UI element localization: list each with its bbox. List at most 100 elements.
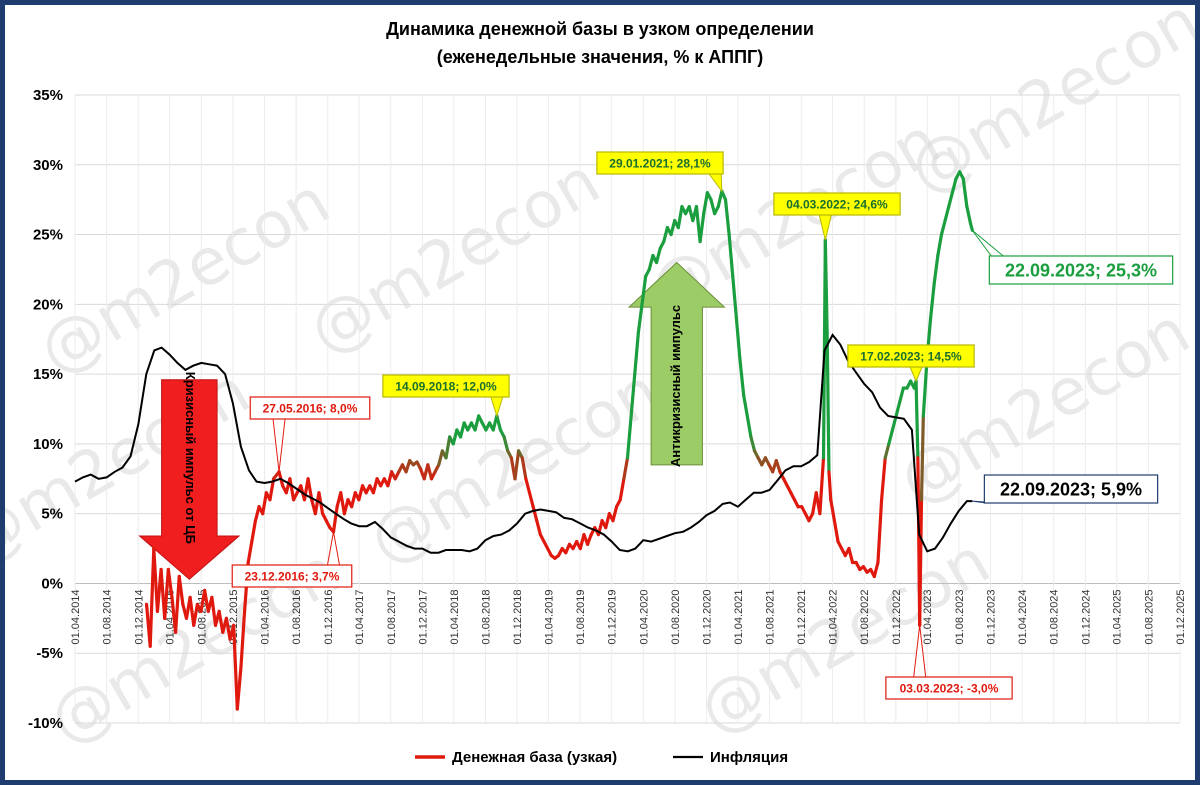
callout-pointer: [490, 396, 504, 418]
money-base-line-segment: [876, 498, 884, 565]
x-tick-label: 01.04.2014: [70, 589, 82, 644]
money-base-line-segment: [502, 435, 510, 453]
money-base-line-segment: [894, 400, 902, 418]
money-base-line-segment: [192, 602, 199, 627]
callout-box: [596, 151, 724, 175]
x-tick-label: 01.12.2014: [133, 589, 145, 644]
x-tick-label: 01.04.2025: [1112, 589, 1124, 644]
watermark-text: @m2econ: [27, 164, 342, 389]
money-base-line-segment: [426, 463, 434, 481]
money-base-line-segment: [513, 449, 521, 481]
data-callout: 22.09.2023; 25,3%: [971, 229, 1174, 285]
money-base-line-segment: [173, 574, 181, 634]
x-tick-label: 01.12.2024: [1080, 589, 1092, 644]
money-base-line-segment: [166, 567, 174, 600]
money-base-line-segment: [288, 477, 296, 502]
money-base-line-segment: [163, 567, 170, 620]
x-tick-label: 01.04.2023: [922, 589, 934, 644]
x-tick-label: 01.08.2023: [954, 589, 966, 644]
money-base-line-segment: [210, 595, 218, 627]
y-tick-label: 20%: [33, 296, 63, 313]
money-base-line-segment: [527, 491, 535, 509]
x-tick-label: 01.12.2018: [512, 589, 524, 644]
callout-box: [847, 344, 975, 368]
x-tick-label: 01.08.2024: [1049, 589, 1061, 644]
money-base-line-segment: [898, 386, 905, 404]
callout-box: [983, 474, 1159, 504]
x-tick-label: 01.08.2020: [670, 589, 682, 644]
series-layer: [74, 170, 974, 711]
money-base-line-segment: [832, 519, 840, 544]
money-base-line-segment: [829, 498, 836, 523]
y-tick-label: 25%: [33, 227, 63, 244]
x-tick-label: 01.12.2017: [417, 589, 429, 644]
money-base-line-segment: [698, 212, 706, 244]
money-base-line-segment: [239, 609, 247, 669]
callout-pointer: [708, 173, 723, 193]
money-base-line-segment: [669, 219, 677, 237]
x-tick-label: 01.04.2017: [354, 589, 366, 644]
money-base-line-segment: [738, 358, 746, 397]
money-base-line-segment: [618, 477, 626, 502]
x-tick-label: 01.08.2018: [480, 589, 492, 644]
callout-label: 14.09.2018; 12,0%: [395, 379, 497, 393]
money-base-line-segment: [531, 505, 539, 523]
money-base-line-segment: [371, 477, 379, 495]
y-tick-label: 0%: [41, 575, 63, 592]
money-base-line-segment: [965, 205, 973, 225]
x-tick-label: 01.08.2017: [386, 589, 398, 644]
money-base-line-segment: [331, 505, 339, 534]
x-tick-label: 01.08.2021: [765, 589, 777, 644]
money-base-line-segment: [818, 456, 826, 516]
money-base-line-segment: [350, 491, 357, 509]
y-axis: 35% 30% 25% 20% 15% 10% 5% 0% -5% -10%: [28, 87, 63, 732]
money-base-line-segment: [640, 274, 648, 306]
x-axis: 01.04.2014 01.08.2014 01.12.2014 01.04.2015…: [70, 589, 1187, 644]
money-base-line-segment: [253, 505, 261, 523]
money-base-line-segment: [636, 302, 644, 334]
money-base-line-segment: [177, 574, 185, 606]
chart-subtitle: (еженедельные значения, % к АППГ): [437, 47, 764, 67]
money-base-line-segment: [473, 414, 481, 432]
impulse-arrows: Кризисный импульс от ЦБ Антикризисный имп…: [138, 261, 726, 580]
x-tick-label: 01.08.2025: [1143, 589, 1155, 644]
data-callout: 22.09.2023; 5,9%: [972, 474, 1159, 504]
x-tick-label: 01.12.2023: [985, 589, 997, 644]
money-base-line-segment: [943, 205, 951, 223]
callout-box: [382, 374, 510, 398]
money-base-line-segment: [235, 665, 243, 711]
money-base-line-segment: [520, 456, 528, 481]
x-tick-label: 01.12.2021: [796, 589, 808, 644]
money-base-line-segment: [654, 246, 662, 265]
x-tick-label: 01.12.2022: [891, 589, 903, 644]
x-tick-label: 01.12.2025: [1175, 589, 1187, 644]
money-base-line-segment: [524, 477, 532, 495]
money-base-line-segment: [232, 623, 239, 711]
callout-box: [249, 396, 371, 420]
money-base-line-segment: [887, 428, 895, 446]
x-tick-label: 01.04.2022: [828, 589, 840, 644]
x-tick-label: 01.08.2022: [859, 589, 871, 644]
money-base-line-segment: [495, 414, 503, 432]
legend: Денежная база (узкая) Инфляция: [415, 749, 788, 766]
money-base-line-segment: [535, 519, 542, 537]
data-callout: 14.09.2018; 12,0%: [382, 374, 510, 418]
chart-title: Динамика денежной базы в узком определен…: [386, 19, 814, 39]
money-base-line-segment: [883, 442, 891, 460]
x-tick-label: 01.04.2018: [449, 589, 461, 644]
money-base-line-segment: [261, 491, 268, 516]
x-tick-label: 01.04.2020: [638, 589, 650, 644]
callout-label: 27.05.2016; 8,0%: [263, 401, 358, 415]
money-base-line-segment: [847, 546, 855, 565]
money-base-line-segment: [823, 238, 829, 334]
money-base-line-segment: [357, 484, 365, 502]
callout-label: 17.02.2023; 14,5%: [860, 349, 962, 363]
x-tick-label: 01.08.2016: [291, 589, 303, 644]
x-tick-label: 01.12.2016: [323, 589, 335, 644]
money-base-line-segment: [921, 358, 929, 418]
y-tick-label: -5%: [36, 645, 63, 662]
legend-label-money-base: Денежная база (узкая): [452, 749, 617, 766]
anticrisis-arrow-label: Антикризисный импульс: [668, 305, 683, 467]
callout-label: 22.09.2023; 5,9%: [1000, 479, 1142, 499]
